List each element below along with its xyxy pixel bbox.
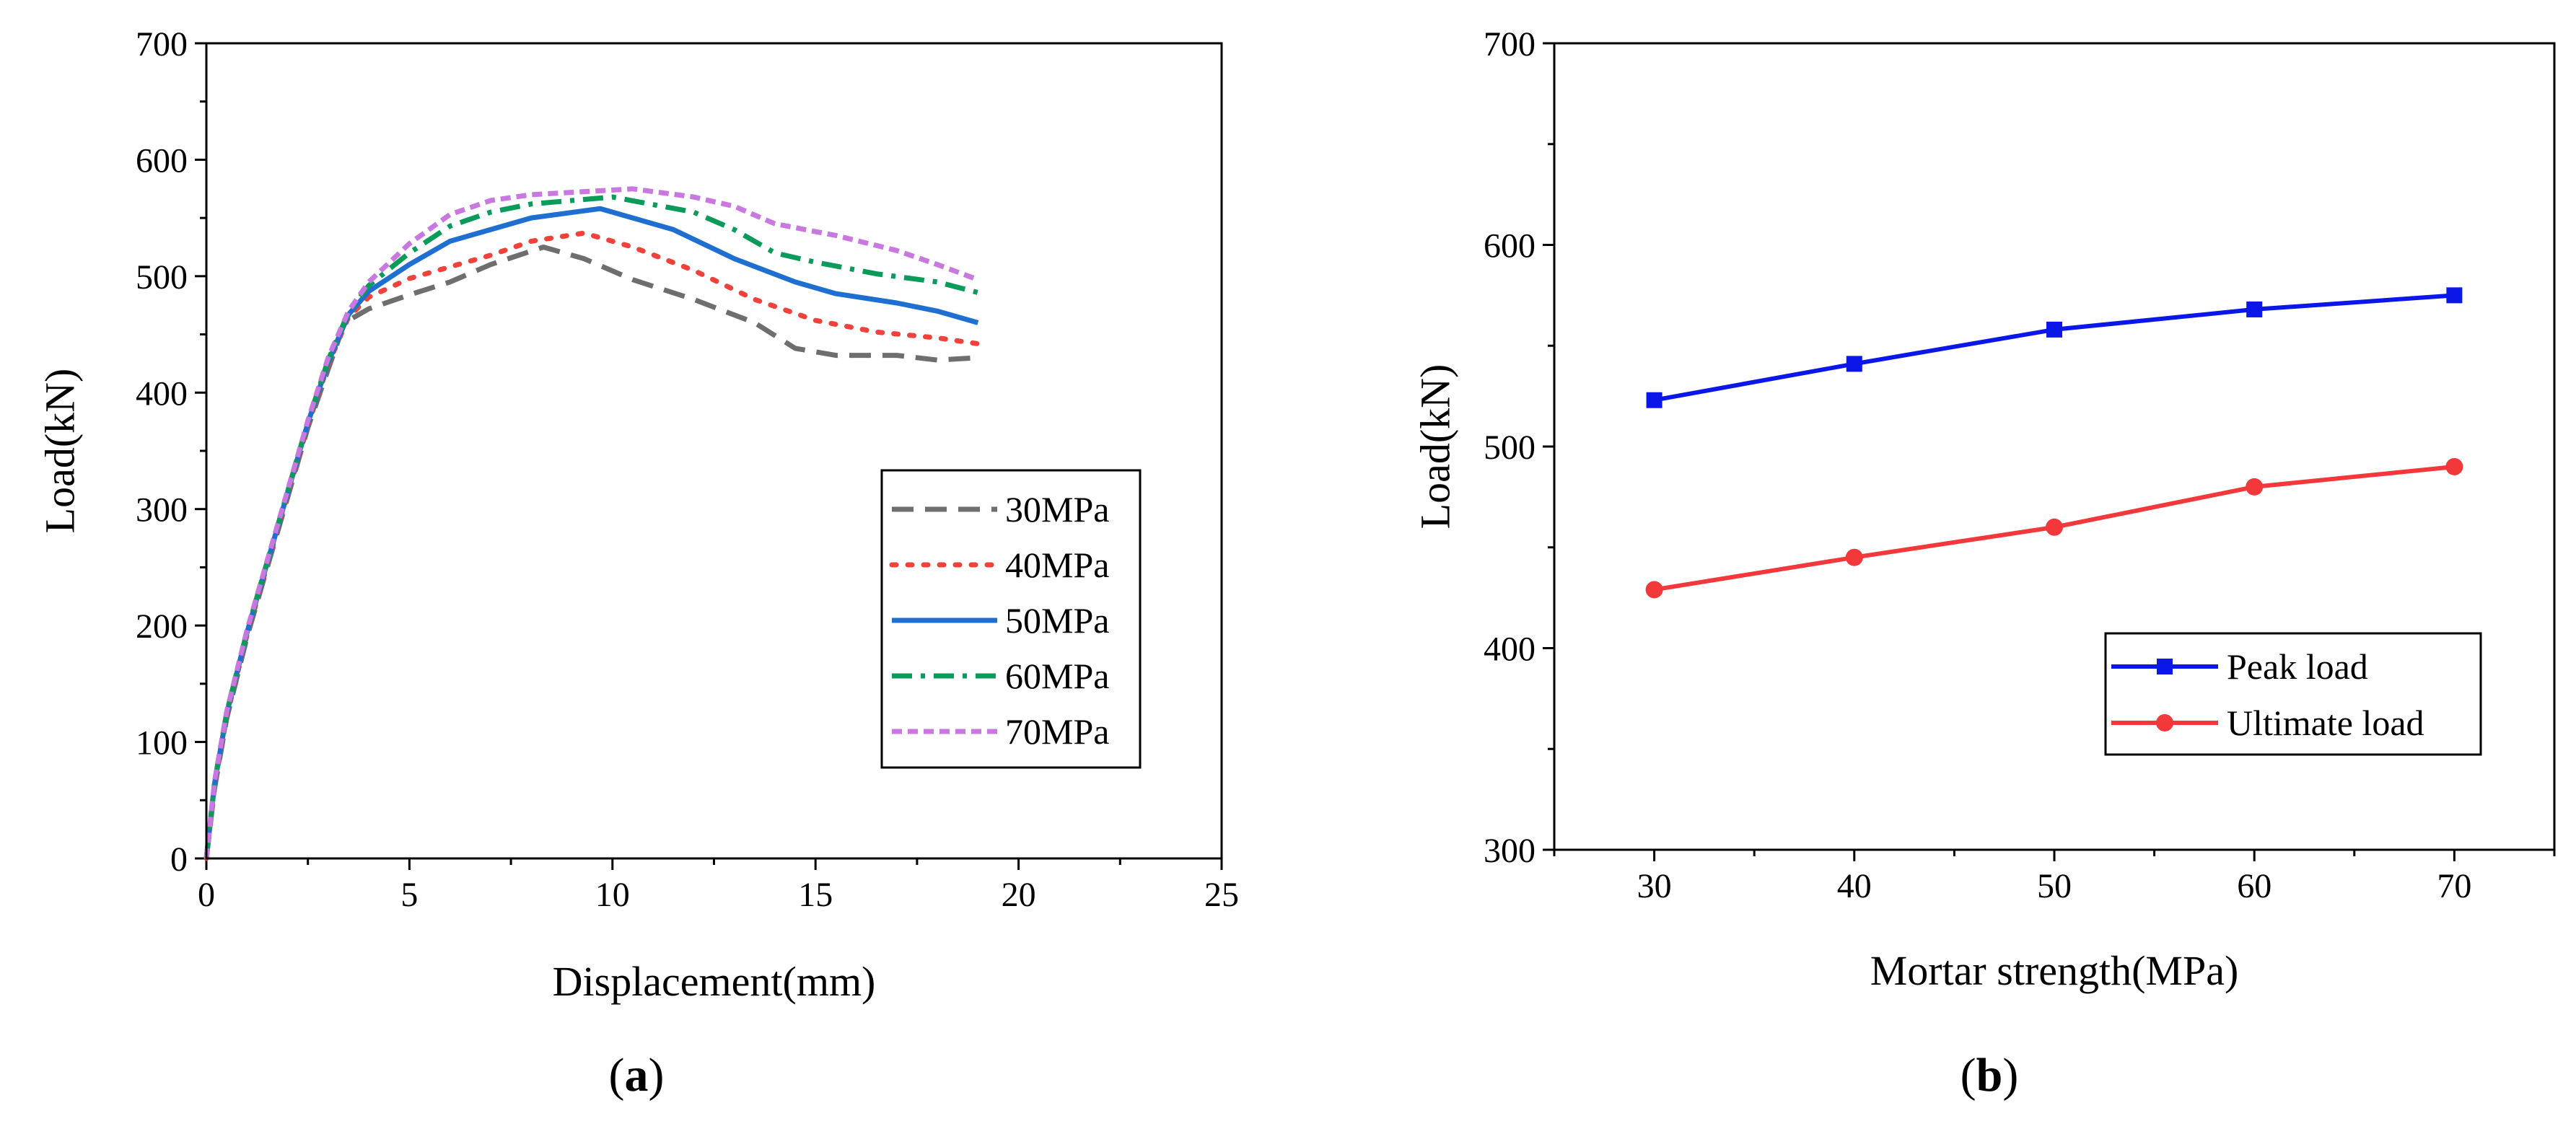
legend-box — [2104, 632, 2482, 756]
series-line-4 — [203, 186, 979, 859]
chart-b-y-axis-title: Load(kN) — [1411, 364, 1458, 529]
legend-label-2: 50MPa — [1005, 600, 1109, 641]
panel-label-a-open: ( — [609, 1049, 625, 1102]
panel-label-a-close: ) — [649, 1049, 665, 1102]
series-line-2 — [203, 206, 979, 859]
x-tick-label: 5 — [400, 876, 418, 914]
data-point — [2446, 287, 2463, 304]
legend-label-1: 40MPa — [1005, 545, 1109, 585]
data-point — [2445, 457, 2463, 475]
chart-a: 0 5 10 15 20 25 0 100 200 300 400 500 600 700 30MPa 40… — [36, 25, 1239, 1005]
panel-label-b: (b) — [1961, 1049, 2019, 1102]
legend-label-0: 30MPa — [1005, 489, 1109, 529]
panel-label-b-open: ( — [1961, 1049, 1976, 1102]
chart-b-legend: Peak load Ultimate load — [2104, 632, 2482, 756]
panel-label-b-letter: b — [1976, 1049, 2003, 1102]
y-tick-label: 700 — [136, 25, 188, 63]
chart-b-lines — [1645, 287, 2463, 599]
legend-marker — [2157, 659, 2173, 674]
y-tick-label: 300 — [1484, 832, 1535, 870]
data-point — [2046, 518, 2063, 536]
data-point — [2246, 301, 2263, 317]
y-tick-label: 500 — [1484, 428, 1535, 467]
series-line-3 — [203, 194, 979, 859]
chart-a-ticks: 0 5 10 15 20 25 0 100 200 300 400 500 600 700 — [136, 25, 1239, 914]
y-tick-label: 600 — [1484, 227, 1535, 265]
chart-b-plot-frame — [1553, 42, 2556, 851]
x-tick-label: 20 — [1002, 876, 1036, 914]
chart-a-x-axis-title: Displacement(mm) — [553, 958, 876, 1005]
x-tick-label: 30 — [1637, 867, 1672, 905]
y-tick-label: 600 — [136, 141, 188, 180]
panel-label-b-close: ) — [2002, 1049, 2018, 1102]
x-tick-label: 15 — [798, 876, 833, 914]
data-point — [1646, 392, 1662, 408]
chart-a-legend: 30MPa 40MPa 50MPa 60MPa 70MPa — [880, 469, 1142, 769]
legend-label-0: Peak load — [2227, 646, 2368, 687]
x-tick-label: 0 — [198, 876, 215, 914]
x-tick-label: 25 — [1204, 876, 1239, 914]
y-tick-label: 200 — [136, 607, 188, 646]
y-tick-label: 700 — [1484, 25, 1535, 63]
y-tick-label: 0 — [170, 840, 188, 879]
data-point — [1846, 356, 1862, 372]
y-tick-label: 500 — [136, 258, 188, 296]
chart-a-y-axis-title: Load(kN) — [36, 369, 83, 534]
panel-label-a: (a) — [609, 1049, 665, 1102]
data-point — [1645, 581, 1663, 599]
chart-a-plot-frame — [205, 42, 1223, 860]
x-tick-label: 70 — [2437, 867, 2471, 905]
chart-a-lines — [203, 186, 981, 861]
y-tick-label: 300 — [136, 491, 188, 529]
series-line-0 — [203, 245, 978, 859]
legend-label-4: 70MPa — [1005, 711, 1109, 752]
panel-label-a-letter: a — [625, 1049, 649, 1102]
data-point — [2046, 321, 2062, 338]
y-tick-label: 100 — [136, 724, 188, 762]
chart-b: 30 40 50 60 70 300 400 500 600 700 Peak load Ultim… — [1411, 25, 2556, 994]
x-tick-label: 10 — [595, 876, 630, 914]
y-tick-label: 400 — [1484, 630, 1535, 669]
y-tick-label: 400 — [136, 374, 188, 413]
legend-marker — [2156, 714, 2173, 731]
x-tick-label: 60 — [2237, 867, 2271, 905]
series-line-0 — [1654, 293, 2455, 403]
x-tick-label: 40 — [1837, 867, 1872, 905]
x-tick-label: 50 — [2037, 867, 2072, 905]
chart-b-x-axis-title: Mortar strength(MPa) — [1870, 947, 2239, 994]
data-point — [1845, 548, 1863, 566]
chart-b-ticks: 30 40 50 60 70 300 400 500 600 700 — [1484, 25, 2556, 905]
data-point — [2246, 478, 2264, 496]
legend-label-1: Ultimate load — [2227, 703, 2424, 743]
legend-label-3: 60MPa — [1005, 656, 1109, 696]
series-line-1 — [203, 230, 981, 861]
